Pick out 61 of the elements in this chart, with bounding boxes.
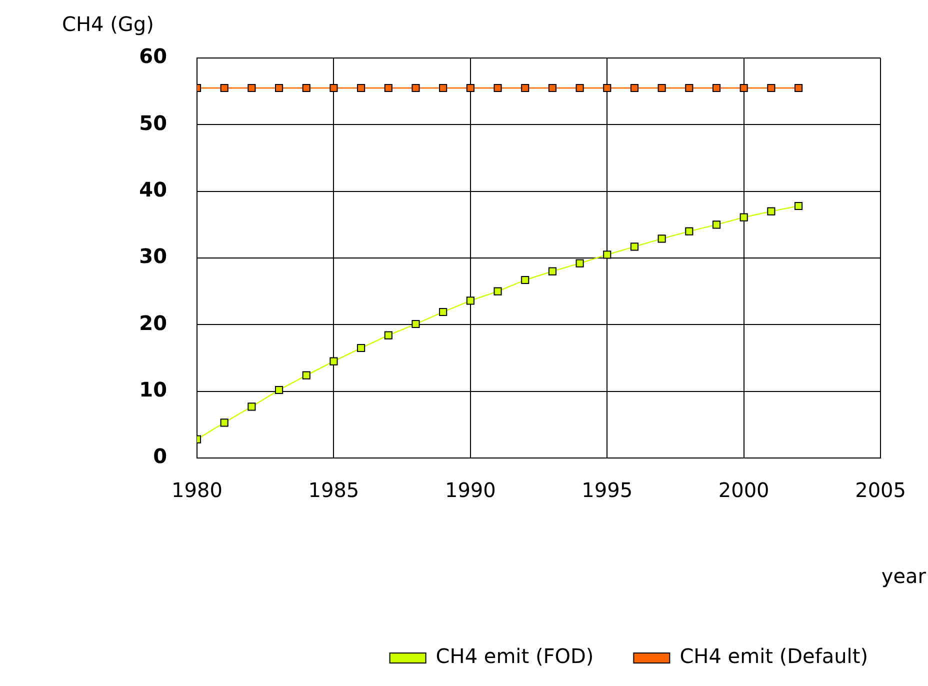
point (767, 84, 776, 92)
point (248, 84, 256, 92)
point (466, 84, 474, 92)
point (712, 84, 721, 92)
point (412, 320, 420, 328)
point (658, 234, 666, 243)
point (740, 84, 748, 92)
legend-label: CH4 emit (Default) (680, 644, 868, 668)
point (603, 250, 612, 259)
point (384, 331, 392, 340)
point (357, 344, 366, 352)
legend-label: CH4 emit (FOD) (436, 644, 594, 668)
point (630, 242, 639, 251)
point (494, 287, 502, 296)
point (658, 84, 666, 92)
point (576, 259, 584, 268)
x-tick-label: 2005 (855, 478, 906, 502)
point (248, 402, 256, 411)
point (630, 84, 639, 92)
point (412, 84, 420, 92)
point (357, 84, 366, 92)
y-tick-label: 10 (139, 378, 167, 402)
y-tick-label: 40 (139, 178, 167, 202)
point (439, 84, 448, 92)
point (740, 213, 748, 222)
point (330, 84, 338, 92)
x-tick-label: 1985 (308, 478, 360, 502)
y-tick-label: 0 (153, 444, 167, 468)
point (548, 267, 556, 276)
x-tick-label: 1995 (582, 478, 633, 502)
point (494, 84, 502, 92)
y-axis-title: CH4 (Gg) (62, 12, 154, 36)
point (330, 357, 338, 366)
point (603, 84, 612, 92)
point (521, 84, 530, 92)
x-tick-label: 1990 (444, 478, 496, 502)
point (685, 84, 694, 92)
y-tick-label: 20 (139, 310, 167, 335)
point (794, 84, 803, 92)
point (712, 220, 721, 229)
point (220, 418, 228, 427)
point (466, 296, 474, 305)
point (767, 207, 776, 216)
point (384, 84, 392, 92)
point (576, 84, 584, 92)
y-tick-label: 30 (139, 244, 167, 268)
point (220, 84, 228, 92)
point (548, 84, 556, 92)
point (794, 202, 803, 210)
point (521, 276, 530, 284)
y-tick-label: 50 (139, 110, 167, 135)
x-tick-label: 2000 (718, 478, 770, 502)
point (274, 84, 284, 92)
point (302, 371, 310, 380)
point (302, 84, 310, 92)
point (439, 308, 448, 316)
point (274, 386, 284, 394)
y-tick-label: 60 (139, 44, 167, 68)
x-axis-title: year (881, 564, 927, 588)
x-tick-label: 1980 (172, 478, 222, 502)
point (685, 227, 694, 236)
